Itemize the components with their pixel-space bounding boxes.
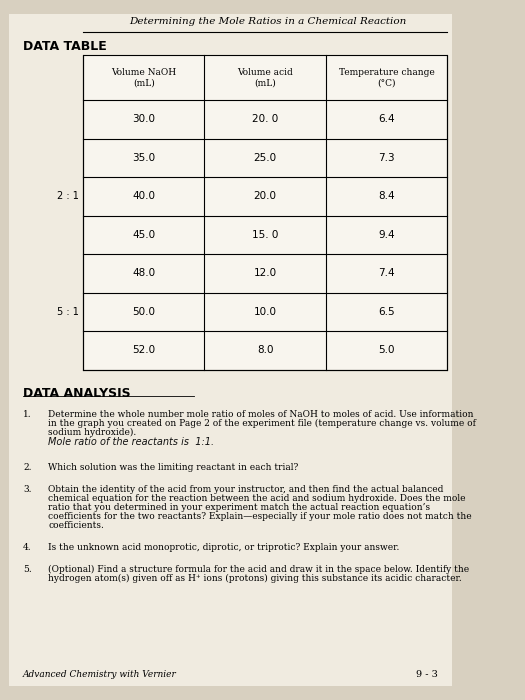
Text: Obtain the identity of the acid from your instructor, and then find the actual b: Obtain the identity of the acid from you… [48, 485, 444, 494]
Text: 15. 0: 15. 0 [252, 230, 278, 240]
Text: 2 : 1: 2 : 1 [57, 191, 78, 202]
Text: 9.4: 9.4 [379, 230, 395, 240]
Text: 52.0: 52.0 [132, 345, 155, 356]
Text: 5.0: 5.0 [379, 345, 395, 356]
Text: 25.0: 25.0 [254, 153, 277, 163]
Text: 20.0: 20.0 [254, 191, 277, 202]
Text: coefficients for the two reactants? Explain—especially if your mole ratio does n: coefficients for the two reactants? Expl… [48, 512, 472, 521]
Text: DATA ANALYSIS: DATA ANALYSIS [23, 387, 131, 400]
Text: 5 : 1: 5 : 1 [57, 307, 78, 317]
Text: 50.0: 50.0 [132, 307, 155, 317]
Text: 35.0: 35.0 [132, 153, 155, 163]
FancyBboxPatch shape [83, 55, 447, 370]
Text: 10.0: 10.0 [254, 307, 277, 317]
Text: 5.: 5. [23, 565, 32, 573]
Text: 7.4: 7.4 [379, 268, 395, 279]
Text: DATA TABLE: DATA TABLE [23, 40, 107, 53]
Text: Volume NaOH
(mL): Volume NaOH (mL) [111, 68, 176, 87]
Text: Advanced Chemistry with Vernier: Advanced Chemistry with Vernier [23, 670, 177, 679]
Text: 3.: 3. [23, 485, 32, 494]
Text: 6.4: 6.4 [379, 114, 395, 125]
Text: sodium hydroxide).: sodium hydroxide). [48, 428, 136, 437]
Text: coefficients.: coefficients. [48, 522, 104, 530]
Text: ratio that you determined in your experiment match the actual reaction equation’: ratio that you determined in your experi… [48, 503, 430, 512]
Text: 48.0: 48.0 [132, 268, 155, 279]
Text: Volume acid
(mL): Volume acid (mL) [237, 68, 293, 87]
Text: 6.5: 6.5 [379, 307, 395, 317]
Text: (Optional) Find a structure formula for the acid and draw it in the space below.: (Optional) Find a structure formula for … [48, 565, 469, 574]
Text: 30.0: 30.0 [132, 114, 155, 125]
FancyBboxPatch shape [9, 14, 452, 686]
Text: 1.: 1. [23, 410, 32, 419]
Text: 9 - 3: 9 - 3 [416, 670, 438, 679]
Text: Determining the Mole Ratios in a Chemical Reaction: Determining the Mole Ratios in a Chemica… [129, 17, 406, 26]
Text: hydrogen atom(s) given off as H⁺ ions (protons) giving this substance its acidic: hydrogen atom(s) given off as H⁺ ions (p… [48, 574, 462, 583]
Text: Temperature change
(°C): Temperature change (°C) [339, 68, 435, 87]
Text: 7.3: 7.3 [379, 153, 395, 163]
Text: Mole ratio of the reactants is  1:1.: Mole ratio of the reactants is 1:1. [48, 437, 215, 447]
Text: 40.0: 40.0 [132, 191, 155, 202]
Text: 12.0: 12.0 [254, 268, 277, 279]
Text: 20. 0: 20. 0 [252, 114, 278, 125]
Text: Which solution was the limiting reactant in each trial?: Which solution was the limiting reactant… [48, 463, 299, 472]
Text: Is the unknown acid monoprotic, diprotic, or triprotic? Explain your answer.: Is the unknown acid monoprotic, diprotic… [48, 543, 400, 552]
Text: Determine the whole number mole ratio of moles of NaOH to moles of acid. Use inf: Determine the whole number mole ratio of… [48, 410, 474, 419]
Text: 8.4: 8.4 [379, 191, 395, 202]
Text: 2.: 2. [23, 463, 32, 472]
Text: 4.: 4. [23, 543, 32, 552]
Text: in the graph you created on Page 2 of the experiment file (temperature change vs: in the graph you created on Page 2 of th… [48, 419, 476, 428]
Text: 45.0: 45.0 [132, 230, 155, 240]
Text: chemical equation for the reaction between the acid and sodium hydroxide. Does t: chemical equation for the reaction betwe… [48, 494, 466, 503]
Text: 8.0: 8.0 [257, 345, 274, 356]
